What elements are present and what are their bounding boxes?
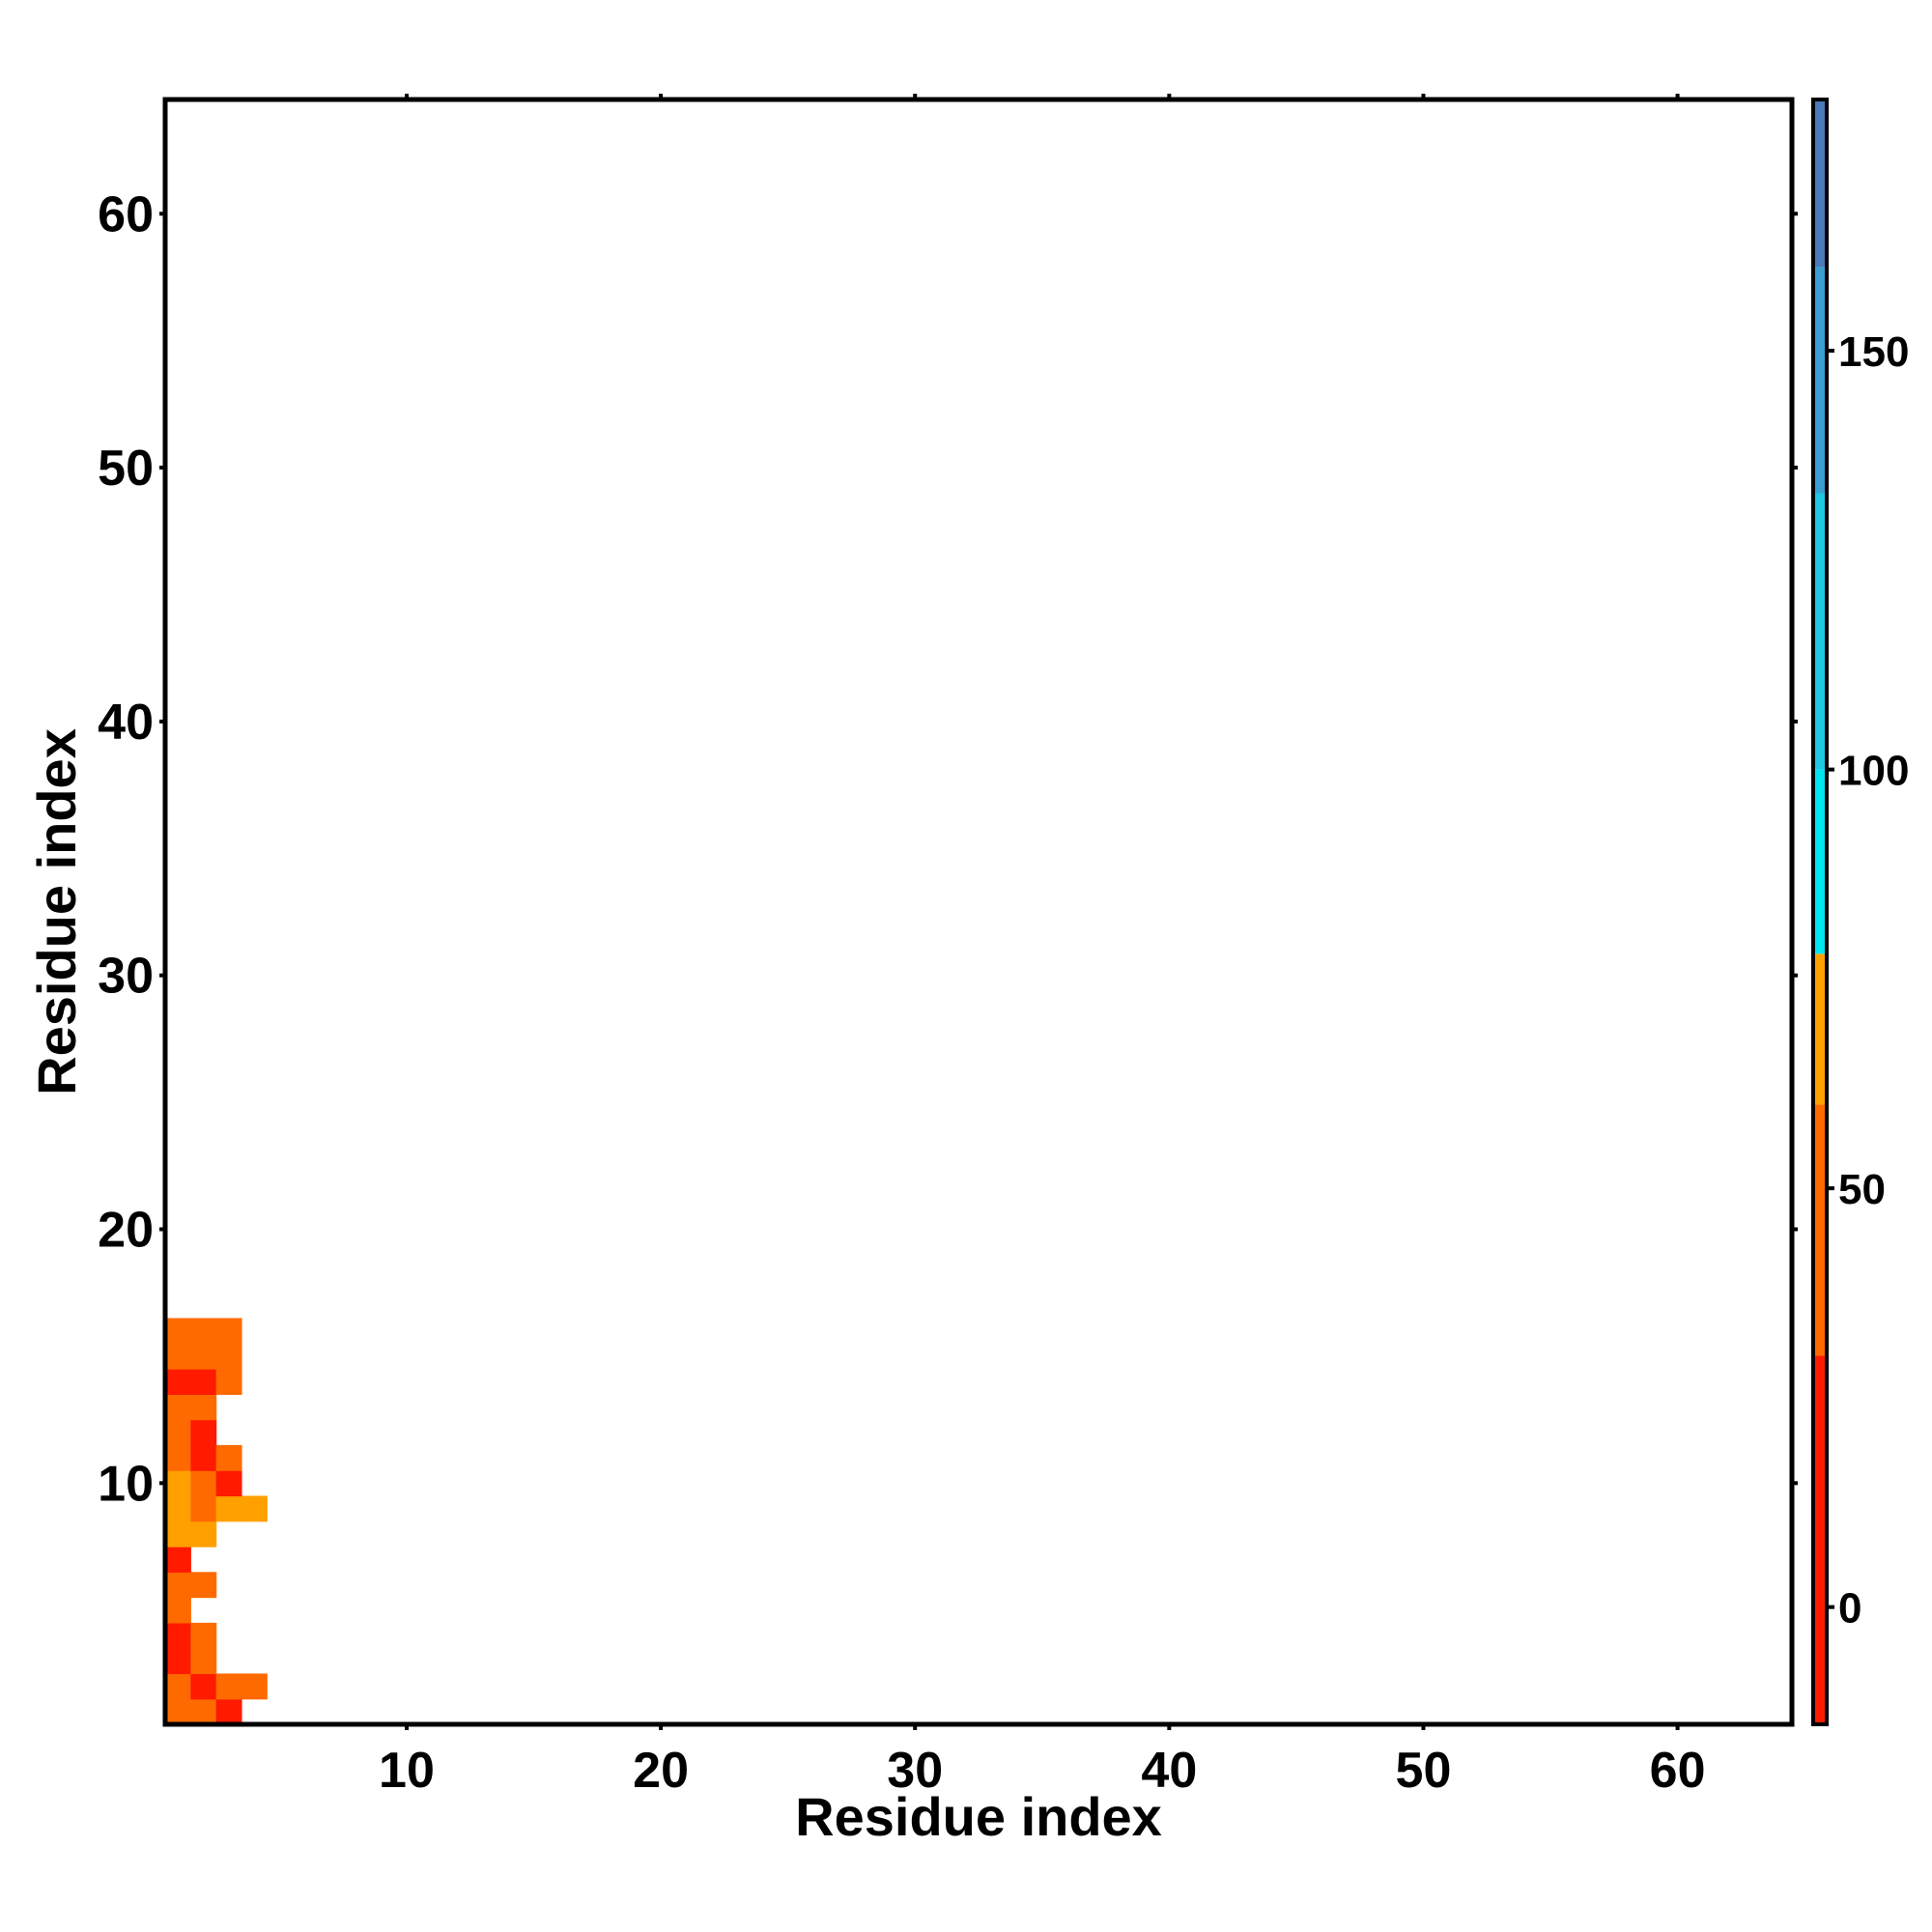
heatmap-cell (215, 1343, 242, 1370)
heatmap-cell (165, 1470, 191, 1497)
heatmap-cell (165, 1698, 191, 1725)
x-tick-label: 30 (887, 1743, 943, 1799)
colorbar-band (1813, 1355, 1827, 1724)
heatmap-cell (165, 1369, 191, 1395)
x-tick-label: 20 (633, 1743, 689, 1799)
heatmap-cell (215, 1495, 242, 1522)
colorbar-band (1813, 267, 1827, 494)
y-axis-label: Residue index (26, 728, 87, 1095)
heatmap-cell (190, 1343, 217, 1370)
heatmap-cell (165, 1520, 191, 1548)
heatmap-cell (165, 1444, 191, 1471)
colorbar-tick-label: 0 (1838, 1585, 1861, 1633)
heatmap-cell (241, 1673, 268, 1700)
y-tick-label: 60 (98, 186, 154, 242)
heatmap-cell (190, 1369, 217, 1395)
x-axis-ticks: 10 20 30 40 50 60 (379, 94, 1706, 1799)
heatmap-cell (215, 1698, 242, 1725)
heatmap-cells (165, 1318, 268, 1725)
x-tick-label: 50 (1396, 1743, 1452, 1799)
heatmap-cell (165, 1572, 191, 1599)
y-tick-label: 30 (98, 949, 154, 1005)
plot-frame (162, 97, 1795, 1727)
heatmap-cell (190, 1419, 217, 1446)
heatmap-cell (190, 1648, 217, 1675)
heatmap-cell (190, 1444, 217, 1471)
heatmap-cell (241, 1495, 268, 1522)
colorbar-frame (1811, 98, 1829, 1726)
colorbar-band (1813, 769, 1827, 954)
heatmap-cell (215, 1369, 242, 1395)
heatmap-cell (165, 1673, 191, 1700)
heatmap-cell (165, 1648, 191, 1675)
colorbar-band (1813, 1104, 1827, 1356)
x-tick-label: 10 (379, 1743, 435, 1799)
colorbar-band (1813, 953, 1827, 1105)
heatmap-cell (190, 1698, 217, 1725)
heatmap-cell (215, 1318, 242, 1345)
heatmap-cell (190, 1572, 217, 1599)
colorbar-band (1813, 99, 1827, 268)
colorbar-tick-label: 100 (1838, 748, 1909, 795)
heatmap-cell (190, 1673, 217, 1700)
colorbar: 0 50 100 150 (1811, 98, 1909, 1726)
heatmap-cell (190, 1520, 217, 1548)
heatmap-cell (165, 1343, 191, 1370)
heatmap-cell (215, 1673, 242, 1700)
heatmap-cell (190, 1470, 217, 1497)
heatmap-cell (190, 1318, 217, 1345)
y-tick-label: 20 (98, 1203, 154, 1259)
heatmap-cell (165, 1394, 191, 1421)
heatmap-cell (190, 1622, 217, 1649)
x-tick-label: 40 (1141, 1743, 1197, 1799)
y-tick-label: 40 (98, 695, 154, 751)
heatmap-cell (215, 1470, 242, 1497)
heatmap-cell (165, 1622, 191, 1649)
heatmap-cell (190, 1394, 217, 1421)
y-tick-label: 10 (98, 1456, 154, 1512)
heatmap-cell (165, 1419, 191, 1446)
colorbar-band (1813, 493, 1827, 770)
x-axis-label: Residue index (795, 1786, 1162, 1847)
heatmap-cell (165, 1318, 191, 1345)
y-axis-ticks: 10 20 30 40 50 60 (98, 186, 1798, 1512)
colorbar-tick-label: 150 (1838, 328, 1909, 376)
heatmap-cell (215, 1444, 242, 1471)
heatmap-cell (165, 1495, 191, 1522)
x-tick-label: 60 (1650, 1743, 1706, 1799)
heatmap-cell (190, 1495, 217, 1522)
y-tick-label: 50 (98, 440, 154, 497)
heatmap-cell (165, 1547, 191, 1573)
heatmap-cell (165, 1597, 191, 1624)
colorbar-tick-label: 50 (1838, 1166, 1886, 1213)
